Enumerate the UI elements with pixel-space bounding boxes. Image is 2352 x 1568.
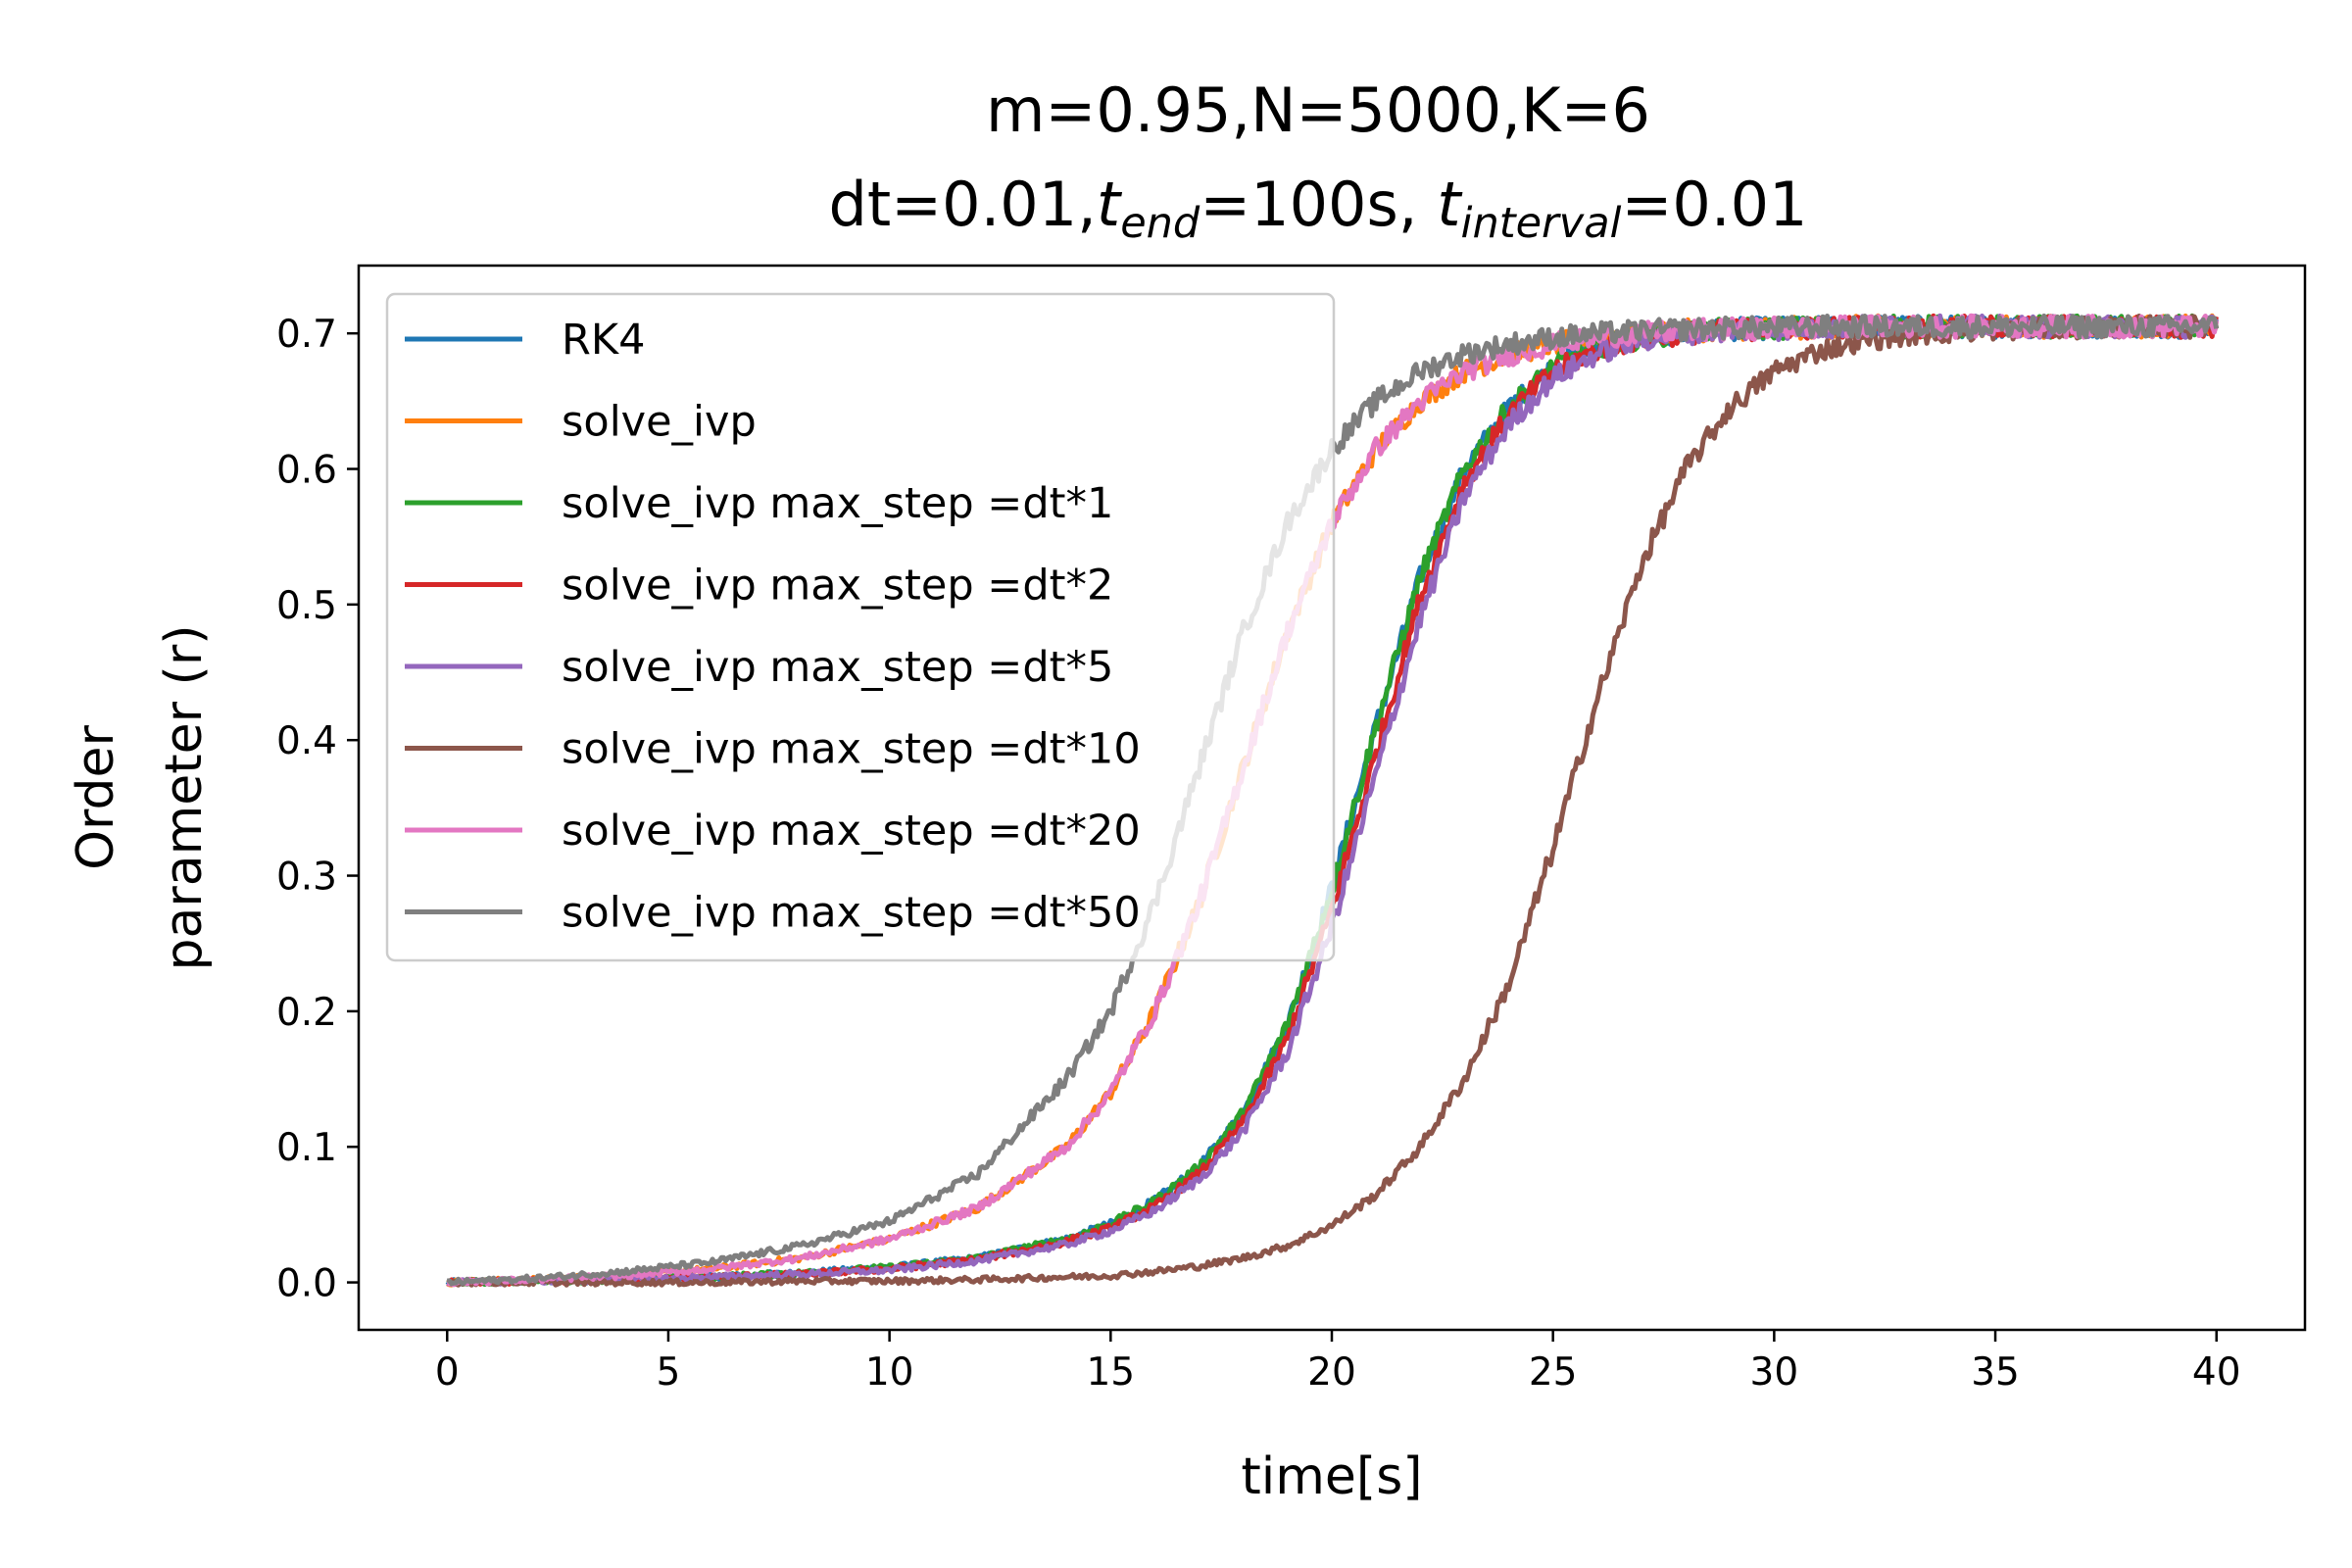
legend-label-1: solve_ivp bbox=[562, 398, 757, 447]
title-t-interval-rest: =0.01 bbox=[1621, 169, 1807, 240]
y-tick-label: 0.3 bbox=[276, 856, 337, 900]
y-tick-label: 0.7 bbox=[276, 313, 337, 357]
ticks-layer: 0 5 10 15 20 25 30 35 40 0.0 0.1 0.2 0.3 0.4 0.5 0.6 0.7 bbox=[276, 313, 2241, 1395]
y-tick-label: 0.1 bbox=[276, 1126, 337, 1170]
title-t-end-rest: =100s, bbox=[1200, 169, 1437, 240]
title-dt: dt=0.01, bbox=[829, 169, 1097, 240]
legend-label-3: solve_ivp max_step =dt*2 bbox=[562, 562, 1113, 611]
legend-label-4: solve_ivp max_step =dt*5 bbox=[562, 643, 1113, 692]
title-t-interval: t bbox=[1437, 169, 1463, 240]
legend-label-6: solve_ivp max_step =dt*20 bbox=[562, 807, 1141, 856]
legend-label-7: solve_ivp max_step =dt*50 bbox=[562, 889, 1141, 938]
title-t-interval-sub: interval bbox=[1461, 199, 1622, 248]
x-tick-label: 15 bbox=[1086, 1350, 1135, 1395]
x-tick-label: 40 bbox=[2192, 1350, 2241, 1395]
title-t-end: t bbox=[1097, 169, 1123, 240]
chart-title-line1: m=0.95,N=5000,K=6 bbox=[986, 74, 1650, 146]
x-axis-label: time[s] bbox=[1241, 1447, 1422, 1506]
legend-box bbox=[385, 292, 1336, 962]
y-tick-label: 0.5 bbox=[276, 584, 337, 628]
x-tick-label: 35 bbox=[1971, 1350, 2020, 1395]
x-tick-label: 30 bbox=[1750, 1350, 1799, 1395]
y-axis-label-line1: Order bbox=[67, 724, 125, 869]
y-tick-label: 0.2 bbox=[276, 991, 337, 1035]
legend: RK4 solve_ivp solve_ivp max_step =dt*1 solv… bbox=[385, 292, 1336, 962]
x-tick-label: 0 bbox=[435, 1350, 460, 1395]
chart-title-line2: dt=0.01,tend=100s, tinterval=0.01 bbox=[829, 169, 1808, 248]
x-tick-label: 25 bbox=[1529, 1350, 1578, 1395]
plot-frame bbox=[357, 264, 2307, 1332]
legend-label-5: solve_ivp max_step =dt*10 bbox=[562, 725, 1141, 774]
y-axis-label-line2: parameter (r) bbox=[155, 624, 214, 970]
x-tick-label: 5 bbox=[657, 1350, 681, 1395]
legend-label-0: RK4 bbox=[562, 316, 645, 365]
legend-label-2: solve_ivp max_step =dt*1 bbox=[562, 479, 1113, 528]
x-tick-label: 10 bbox=[865, 1350, 914, 1395]
y-tick-label: 0.0 bbox=[276, 1262, 337, 1306]
y-tick-label: 0.4 bbox=[276, 719, 337, 763]
legend-items: RK4 solve_ivp solve_ivp max_step =dt*1 solv… bbox=[405, 316, 1141, 938]
title-t-end-sub: end bbox=[1120, 199, 1200, 248]
x-tick-label: 20 bbox=[1307, 1350, 1356, 1395]
y-tick-label: 0.6 bbox=[276, 449, 337, 493]
